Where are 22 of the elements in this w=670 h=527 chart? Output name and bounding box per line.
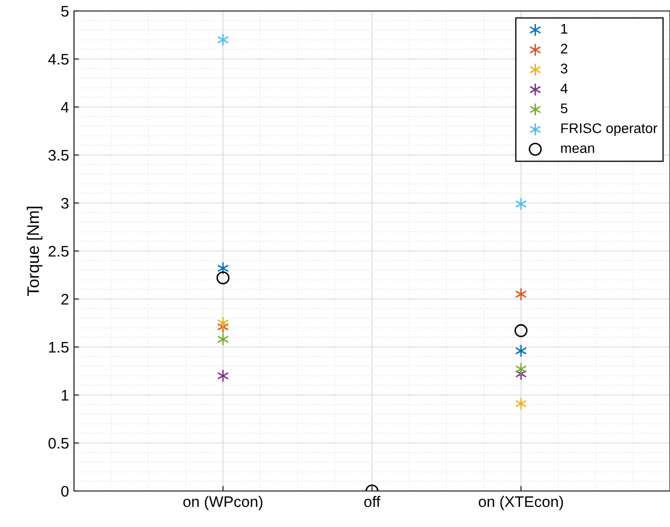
legend-label: 5: [560, 104, 568, 114]
legend-label: 2: [560, 44, 568, 54]
y-tick-label: 5: [61, 6, 68, 17]
y-tick-label: 4.5: [48, 54, 68, 65]
x-tick-label: on (XTEcon): [478, 496, 563, 510]
y-tick-label: 2.5: [48, 246, 68, 257]
legend-label: 4: [560, 84, 568, 94]
y-tick-label: 1: [62, 390, 68, 401]
legend-label: 1: [561, 24, 568, 34]
y-tick-label: 0.5: [48, 438, 68, 449]
y-axis-title: Torque [Nm]: [26, 206, 42, 296]
y-tick-label: 2: [61, 294, 68, 305]
legend-label: FRISC operator: [561, 123, 658, 136]
y-tick-label: 1.5: [49, 342, 68, 353]
legend-label: 3: [560, 64, 568, 74]
legend-label: mean: [561, 145, 594, 154]
x-tick-label: off: [364, 496, 380, 508]
y-tick-label: 0: [61, 486, 69, 497]
x-tick-label: on (WPcon): [183, 496, 262, 510]
y-tick-label: 3: [61, 198, 68, 209]
y-tick-label: 4: [60, 102, 69, 113]
y-tick-label: 3.5: [48, 150, 68, 161]
